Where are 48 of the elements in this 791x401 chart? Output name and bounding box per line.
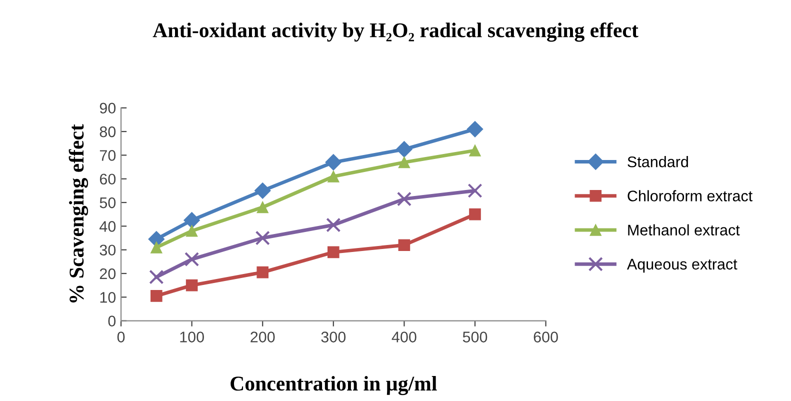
y-tick-label: 70: [100, 150, 116, 161]
point: [398, 239, 410, 251]
x-tick-label: 400: [392, 332, 416, 342]
point: [184, 252, 200, 267]
y-tick-label: 40: [100, 221, 116, 232]
legend-label: Methanol extract: [628, 224, 740, 236]
point: [255, 230, 270, 246]
legend-label: Chloroform extract: [628, 190, 752, 202]
point: [148, 230, 165, 248]
point: [396, 192, 412, 206]
chart-title: Anti-oxidant activity by H₂O₂ radical scavenging effect: [152, 22, 638, 42]
point: [325, 154, 342, 170]
point: [254, 182, 271, 199]
y-tick-label: 50: [100, 197, 116, 208]
point: [326, 218, 341, 232]
x-tick-label: 100: [180, 332, 204, 342]
point: [469, 144, 481, 156]
y-tick-label: 90: [100, 102, 116, 114]
y-tick-label: 0: [108, 316, 116, 326]
x-tick-label: 600: [534, 332, 558, 342]
y-tick-label: 80: [100, 126, 116, 138]
point: [398, 156, 410, 168]
point: [466, 120, 484, 138]
point: [150, 242, 162, 254]
x-tick-label: 200: [250, 332, 275, 342]
y-tick-label: 20: [100, 268, 116, 280]
x-axis-title: Concentration in µg/ml: [230, 376, 437, 396]
x-tick-label: 0: [117, 332, 125, 342]
y-tick-label: 60: [100, 174, 116, 185]
x-tick-label: 500: [462, 332, 488, 342]
point: [328, 170, 340, 182]
y-tick-label: 10: [100, 292, 116, 303]
point: [149, 270, 164, 284]
point: [328, 246, 340, 258]
y-axis-title: % Scavenging effect: [68, 124, 88, 302]
point: [186, 279, 198, 292]
point: [256, 201, 269, 214]
point: [184, 212, 200, 228]
point: [256, 266, 269, 278]
y-tick-label: 30: [100, 244, 116, 256]
point: [396, 141, 412, 158]
point: [186, 224, 198, 237]
legend-label: Aqueous extract: [626, 258, 738, 273]
point: [150, 290, 162, 302]
legend-label: Standard: [628, 156, 688, 168]
point: [469, 208, 481, 220]
x-tick-label: 300: [321, 332, 346, 342]
point: [468, 183, 482, 198]
